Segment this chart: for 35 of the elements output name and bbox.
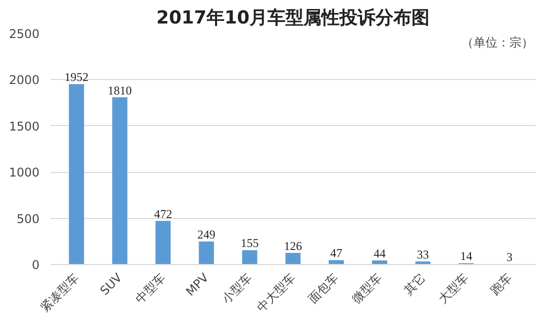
y-tick-label: 1000: [8, 166, 40, 180]
x-tick-label: 大型车: [436, 270, 472, 306]
bar: [112, 97, 128, 264]
bar: [285, 252, 301, 264]
annotation: （单位：宗）: [461, 36, 534, 50]
bar: [156, 220, 171, 264]
x-tick-label: 其它: [400, 270, 428, 298]
bar: [198, 241, 214, 264]
x-tick-label: 面包车: [306, 270, 342, 306]
bar: [242, 250, 258, 264]
y-tick-label: 2500: [8, 27, 40, 41]
y-tick-label: 500: [16, 212, 40, 226]
bar: [68, 84, 84, 264]
data-label: 249: [197, 227, 216, 242]
x-tick-label: 紧凑型车: [38, 270, 82, 314]
data-label: 126: [284, 238, 302, 253]
data-label: 1952: [64, 70, 88, 84]
y-tick-label: 2000: [8, 73, 40, 88]
data-label: 1810: [108, 83, 132, 98]
data-label: 44: [374, 246, 386, 260]
x-tick-label: 小型车: [219, 270, 255, 306]
data-label: 3: [506, 250, 513, 264]
data-label: 14: [460, 249, 472, 264]
bar: [328, 260, 344, 264]
x-tick-label: 中型车: [132, 270, 168, 306]
x-tick-label: 微型车: [349, 270, 385, 306]
y-tick-label: 0: [32, 258, 40, 272]
y-tick-label: 1500: [8, 119, 40, 134]
data-label: 47: [330, 246, 342, 260]
chart-title: 2017年10月车型属性投诉分布图: [156, 8, 430, 28]
x-tick-label: 跑车: [488, 270, 514, 298]
data-label: 33: [416, 247, 429, 262]
data-label: 472: [154, 206, 172, 221]
data-label: 155: [240, 236, 259, 250]
x-tick-label: 中大型车: [254, 270, 298, 314]
